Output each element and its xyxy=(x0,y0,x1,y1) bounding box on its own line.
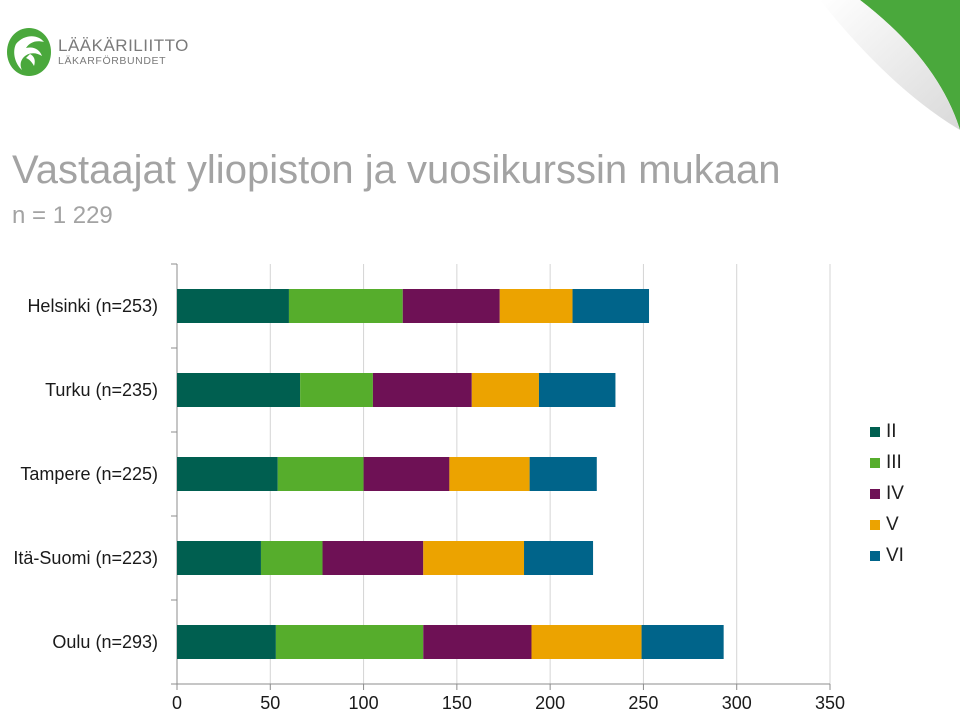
bar-helsinki-ii xyxy=(177,289,289,323)
logo-subtitle: LÄKARFÖRBUNDET xyxy=(58,55,167,68)
bar-tampere-vi xyxy=(529,457,597,491)
bar-turku-v xyxy=(471,373,539,407)
bar-oulu-v xyxy=(531,625,642,659)
bar-oulu-iv xyxy=(423,625,532,659)
bar-tampere-v xyxy=(449,457,530,491)
legend-item-iv: IV xyxy=(870,478,904,509)
stacked-bar-chart: 0 50 100 150 200 250 300 350 Helsinki (n=253) Tur… xyxy=(13,263,845,713)
bar-ita-suomi-ii xyxy=(177,541,261,575)
legend-label-iii: III xyxy=(886,451,902,473)
category-label-ita-suomi: Itä-Suomi (n=223) xyxy=(13,548,158,568)
category-label-tampere: Tampere (n=225) xyxy=(20,464,158,484)
bar-ita-suomi-iii xyxy=(260,541,323,575)
legend-item-ii: II xyxy=(870,416,904,447)
slide-title: Vastaajat yliopiston ja vuosikurssin muk… xyxy=(12,148,781,192)
bar-ita-suomi-v xyxy=(423,541,525,575)
legend-label-ii: II xyxy=(886,420,897,442)
bar-helsinki-iii xyxy=(288,289,403,323)
x-tick-label: 250 xyxy=(628,693,658,713)
bar-oulu-iii xyxy=(275,625,424,659)
slide-subtitle: n = 1 229 xyxy=(12,202,113,229)
category-label-oulu: Oulu (n=293) xyxy=(52,632,158,652)
legend-swatch-v xyxy=(870,519,880,530)
bar-tampere-ii xyxy=(177,457,278,491)
bar-helsinki-vi xyxy=(572,289,650,323)
bar-tampere-iii xyxy=(277,457,364,491)
legend-item-iii: III xyxy=(870,447,904,478)
legend-swatch-iii xyxy=(870,457,880,468)
x-tick-label: 100 xyxy=(349,693,379,713)
bar-ita-suomi-vi xyxy=(524,541,594,575)
bar-turku-vi xyxy=(538,373,616,407)
legend-item-v: V xyxy=(870,509,904,540)
x-tick-label: 200 xyxy=(535,693,565,713)
x-tick-label: 150 xyxy=(442,693,472,713)
legend-item-vi: VI xyxy=(870,540,904,571)
legend-label-iv: IV xyxy=(886,482,904,504)
legend-swatch-vi xyxy=(870,550,880,561)
bar-tampere-iv xyxy=(363,457,450,491)
x-tick-label: 350 xyxy=(815,693,845,713)
category-label-turku: Turku (n=235) xyxy=(45,380,158,400)
category-label-helsinki: Helsinki (n=253) xyxy=(27,296,158,316)
bar-turku-iii xyxy=(300,373,373,407)
bar-turku-iv xyxy=(372,373,472,407)
legend-label-vi: VI xyxy=(886,544,904,566)
bar-ita-suomi-iv xyxy=(322,541,424,575)
x-tick-label: 50 xyxy=(260,693,280,713)
logo-name: LÄÄKÄRILIITTO xyxy=(58,35,189,55)
bar-oulu-ii xyxy=(177,625,276,659)
legend-swatch-ii xyxy=(870,426,880,437)
bar-turku-ii xyxy=(177,373,301,407)
corner-page-curl xyxy=(820,0,960,130)
bar-helsinki-v xyxy=(499,289,573,323)
legend-swatch-iv xyxy=(870,488,880,499)
x-tick-label: 300 xyxy=(722,693,752,713)
logo-mark-icon xyxy=(7,28,51,76)
bar-oulu-vi xyxy=(641,625,724,659)
x-tick-label: 0 xyxy=(172,693,182,713)
logo: LÄÄKÄRILIITTO LÄKARFÖRBUNDET xyxy=(6,26,189,78)
legend-label-v: V xyxy=(886,513,899,535)
legend: II III IV V VI xyxy=(870,416,904,571)
bar-helsinki-iv xyxy=(402,289,500,323)
